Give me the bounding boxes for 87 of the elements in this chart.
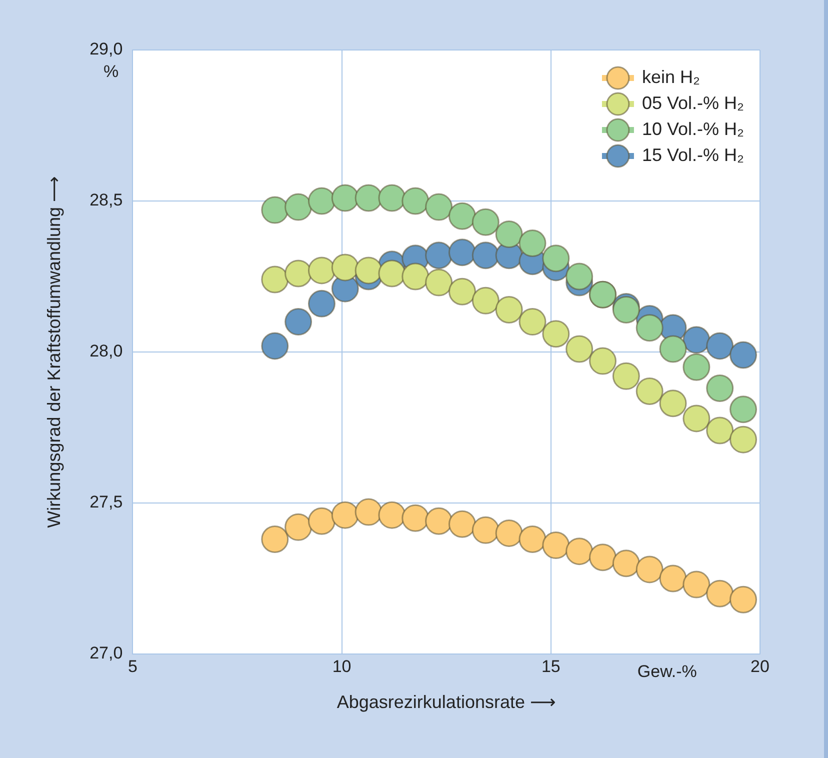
point [261,332,289,360]
x-tick-label: 20 [750,656,770,676]
x-tick-label: 5 [128,656,138,676]
point [730,341,758,369]
point [472,516,500,544]
point [284,513,312,541]
point [284,260,312,288]
point [308,290,336,318]
x-tick-label: 10 [332,656,352,676]
x-tick-label: 15 [541,656,560,676]
point [378,184,406,212]
point [566,262,594,290]
point [706,416,734,444]
point [706,374,734,402]
y-tick-label: 29,0 [90,40,123,59]
text: Gew.-% [637,662,697,682]
point [542,532,570,560]
point [308,507,336,535]
y-axis-title: Wirkungsgrad der Kraftstoffumwandlung ⟶ [44,176,64,528]
point [354,498,382,526]
point [331,501,359,529]
point [472,286,500,314]
y-tick-label: 28,5 [90,190,123,210]
point [378,501,406,529]
point [495,296,523,324]
legend-label: 05 Vol.-% H₂ [642,92,744,113]
point [308,256,336,284]
point [518,230,546,258]
point [308,187,336,215]
point [612,550,640,578]
point [518,525,546,553]
y-tick-label: 27,0 [90,644,123,663]
point [354,256,382,284]
point [589,347,617,375]
point [636,378,664,406]
point [472,242,500,270]
legend-label: kein H₂ [642,66,700,87]
point [261,266,289,294]
point [542,244,570,272]
point [730,586,758,614]
point [425,507,453,535]
point [730,426,758,454]
point [448,202,476,230]
legend-label: 15 Vol.-% H₂ [642,144,744,165]
point [659,335,687,363]
y-tick-label: 27,5 [90,492,123,512]
point [448,278,476,306]
point [612,362,640,390]
point [682,326,710,354]
point [425,193,453,221]
point [659,564,687,592]
point [402,187,430,215]
point [354,184,382,212]
point [495,220,523,248]
point [682,353,710,381]
point [495,519,523,547]
x-axis-title: Abgasrezirkulationsrate ⟶ [336,692,556,712]
point [261,525,289,553]
point [706,580,734,608]
point [542,320,570,348]
point [730,396,758,424]
point [402,262,430,290]
point [682,570,710,598]
point [682,404,710,432]
point [472,208,500,236]
point [518,308,546,336]
y-tick-label: 28,0 [90,342,123,361]
point [425,268,453,296]
point [284,193,312,221]
point [402,504,430,532]
text: % [104,62,119,82]
point [448,510,476,538]
point [331,254,359,282]
point [636,314,664,342]
point [706,332,734,360]
legend-label: 10 Vol.-% H₂ [642,118,744,139]
point [378,260,406,288]
point [284,308,312,336]
point [331,184,359,212]
point [636,556,664,584]
point [659,390,687,418]
point [589,544,617,572]
point [566,335,594,363]
point [566,538,594,566]
point [425,242,453,270]
point [448,238,476,266]
point [261,196,289,224]
